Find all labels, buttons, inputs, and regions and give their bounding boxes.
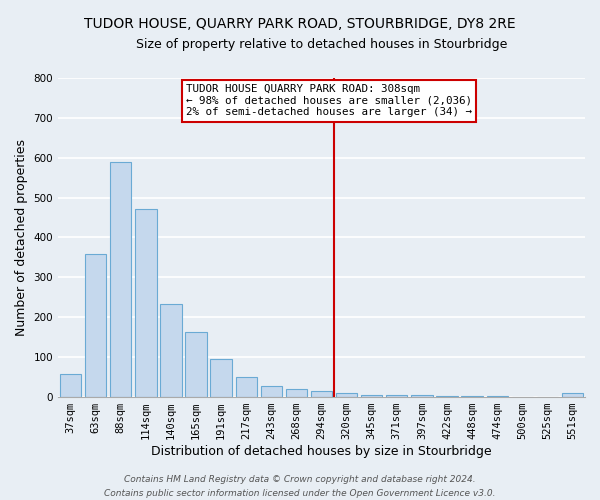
Title: Size of property relative to detached houses in Stourbridge: Size of property relative to detached ho…: [136, 38, 507, 51]
Bar: [160, 304, 182, 396]
Text: TUDOR HOUSE, QUARRY PARK ROAD, STOURBRIDGE, DY8 2RE: TUDOR HOUSE, QUARRY PARK ROAD, STOURBRID…: [84, 18, 516, 32]
Bar: [236, 378, 257, 396]
Bar: [60, 374, 81, 396]
Bar: [135, 208, 157, 396]
Bar: [336, 392, 357, 396]
Bar: [311, 392, 332, 396]
Bar: [286, 388, 307, 396]
Bar: [85, 254, 106, 396]
Bar: [260, 386, 282, 396]
Bar: [211, 359, 232, 397]
Bar: [361, 394, 382, 396]
Text: TUDOR HOUSE QUARRY PARK ROAD: 308sqm
← 98% of detached houses are smaller (2,036: TUDOR HOUSE QUARRY PARK ROAD: 308sqm ← 9…: [186, 84, 472, 117]
Y-axis label: Number of detached properties: Number of detached properties: [15, 139, 28, 336]
Text: Contains HM Land Registry data © Crown copyright and database right 2024.
Contai: Contains HM Land Registry data © Crown c…: [104, 476, 496, 498]
Bar: [110, 162, 131, 396]
Bar: [185, 332, 207, 396]
Bar: [562, 394, 583, 396]
X-axis label: Distribution of detached houses by size in Stourbridge: Distribution of detached houses by size …: [151, 444, 492, 458]
